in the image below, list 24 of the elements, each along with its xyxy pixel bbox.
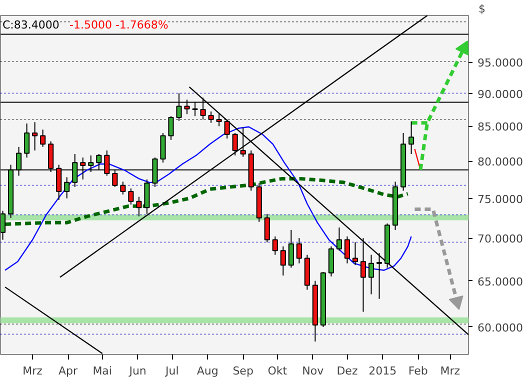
y-tick-label: 95.0000 <box>478 56 523 70</box>
x-tick-label: Dez <box>336 364 358 378</box>
x-tick-label: Nov <box>302 364 324 378</box>
x-tick-label: Mrz <box>22 364 43 378</box>
y-tick-label: 80.0000 <box>478 156 523 169</box>
x-tick-label: Mai <box>92 364 112 378</box>
x-tick-label: 2015 <box>368 364 397 378</box>
y-tick-label: 90.0000 <box>478 88 523 101</box>
x-tick-label: Jun <box>128 364 146 378</box>
x-tick-label: Apr <box>58 364 78 378</box>
y-axis-title: $ <box>478 2 486 16</box>
x-tick-label: Feb <box>408 364 428 378</box>
x-tick-label: Jul <box>164 364 179 378</box>
y-tick-label: 85.0000 <box>478 120 523 134</box>
y-tick-label: 75.0000 <box>478 192 523 206</box>
x-tick-label: Okt <box>268 364 288 378</box>
annotation: -1.5000 -1.7668% <box>70 18 168 32</box>
annotation: C:83.4000 <box>2 18 60 32</box>
y-tick-label: 70.0000 <box>478 232 523 246</box>
x-tick-label: Aug <box>196 364 218 378</box>
y-tick-label: 60.0000 <box>478 321 523 334</box>
y-tick-label: 65.0000 <box>478 275 523 288</box>
x-tick-label: Sep <box>232 364 254 378</box>
x-tick-label: Mrz <box>440 364 460 378</box>
